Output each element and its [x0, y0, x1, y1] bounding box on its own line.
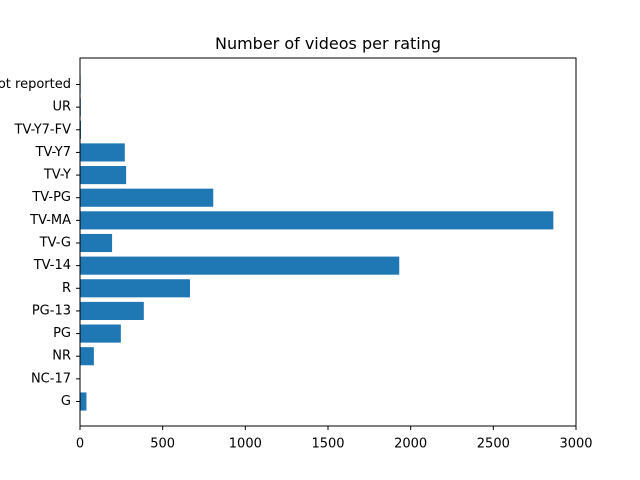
y-tick-label: PG: [53, 326, 71, 341]
y-tick-label: Not reported: [0, 77, 71, 92]
bar-r: [80, 279, 190, 298]
bar-tv-pg: [80, 188, 214, 207]
x-tick-label: 2500: [477, 437, 510, 452]
y-tick-label: TV-Y7-FV: [14, 122, 72, 137]
y-tick-label: TV-Y7: [35, 145, 71, 160]
bar-pg-13: [80, 301, 144, 320]
x-tick-label: 1000: [229, 437, 262, 452]
x-tick-label: 500: [150, 437, 175, 452]
y-tick-label: TV-G: [39, 236, 71, 251]
bar-tv-14: [80, 256, 400, 275]
y-tick-label: TV-MA: [29, 213, 71, 228]
y-tick-label: NR: [52, 349, 71, 364]
y-tick-label: UR: [52, 100, 71, 115]
x-tick-label: 1500: [311, 437, 344, 452]
x-tick-label: 0: [76, 437, 84, 452]
plot-frame: [79, 57, 577, 427]
y-tick-label: R: [62, 281, 71, 296]
bar-nr: [80, 347, 94, 366]
chart-title: Number of videos per rating: [215, 34, 441, 53]
bar-pg: [80, 324, 121, 343]
x-axis: 0 500 1000 1500 2000 2500 3000: [76, 426, 593, 452]
bar-g: [80, 392, 87, 411]
bars-group: [80, 75, 554, 411]
bar-tv-g: [80, 233, 113, 253]
bar-tv-y: [80, 166, 127, 185]
x-tick-label: 2000: [394, 437, 427, 452]
y-tick-label: TV-Y: [43, 168, 71, 183]
bar-tv-y7: [80, 143, 125, 162]
y-tick-label: NC-17: [31, 371, 71, 386]
y-tick-label: TV-14: [33, 258, 71, 273]
y-tick-label: TV-PG: [31, 190, 71, 205]
y-axis: G NC-17 NR PG PG-13 R TV-14 TV-G TV-MA TV-PG TV-Y T…: [0, 77, 80, 409]
bar-tv-ma: [80, 211, 554, 230]
x-tick-label: 3000: [559, 437, 592, 452]
y-tick-label: PG-13: [32, 303, 71, 318]
y-tick-label: G: [61, 394, 71, 409]
